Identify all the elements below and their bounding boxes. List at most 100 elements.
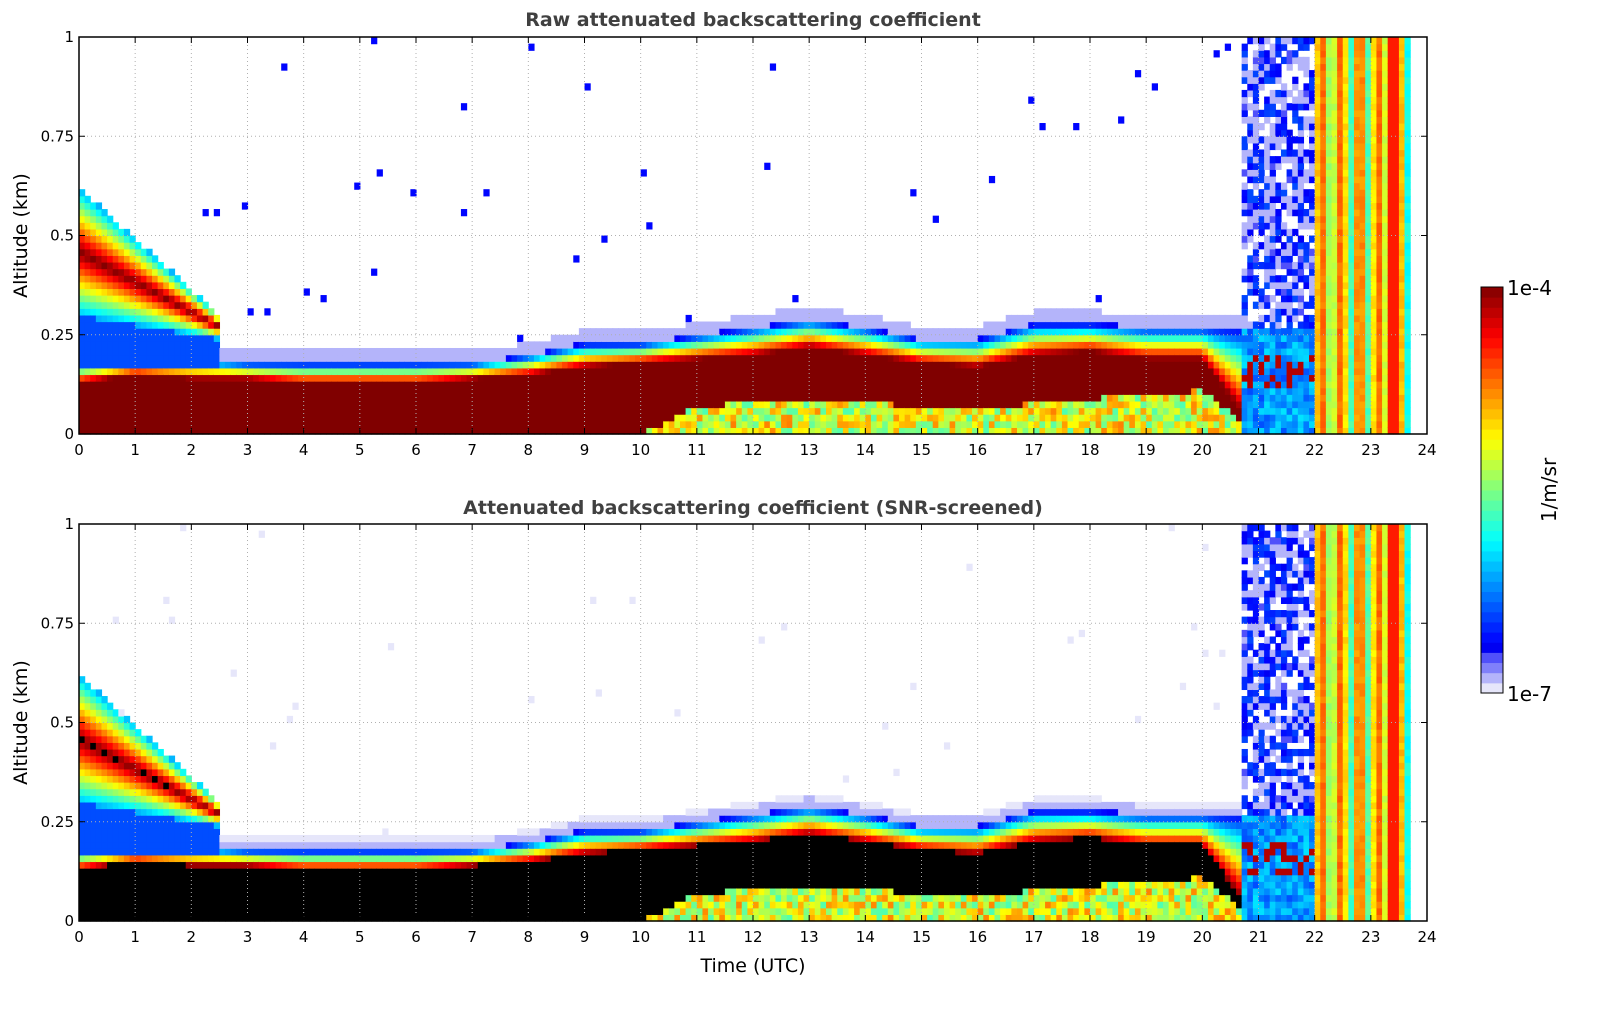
heatmap-cell	[797, 308, 805, 316]
heatmap-cell	[651, 374, 659, 382]
heatmap-cell	[95, 341, 103, 349]
heatmap-cell	[107, 255, 114, 263]
heatmap-cell	[1213, 420, 1220, 428]
heatmap-cell	[955, 400, 962, 409]
heatmap-cell	[1280, 334, 1288, 342]
heatmap-cell	[1073, 123, 1080, 131]
heatmap-cell	[696, 328, 704, 336]
heatmap-cell	[146, 347, 153, 356]
heatmap-cell	[826, 334, 833, 342]
heatmap-cell	[191, 308, 198, 316]
heatmap-cell	[1331, 70, 1338, 78]
heatmap-cell	[1118, 347, 1125, 356]
heatmap-cell	[421, 427, 428, 435]
heatmap-cell	[1016, 407, 1024, 415]
heatmap-cell	[90, 321, 97, 329]
heatmap-cell	[870, 420, 878, 428]
heatmap-cell	[1101, 381, 1108, 389]
heatmap-cell	[1202, 427, 1209, 435]
heatmap-cell	[820, 328, 827, 336]
heatmap-cell	[185, 334, 192, 342]
heatmap-cell	[410, 394, 417, 402]
heatmap-cell	[1185, 354, 1192, 362]
heatmap-cell	[1252, 215, 1260, 223]
heatmap-cell	[79, 189, 86, 197]
heatmap-cell	[1376, 275, 1383, 283]
heatmap-cell	[208, 314, 215, 323]
heatmap-cell	[786, 374, 793, 382]
heatmap-cell	[1370, 89, 1378, 98]
heatmap-cell	[1348, 56, 1355, 65]
heatmap-cell	[269, 354, 277, 362]
heatmap-cell	[1005, 420, 1012, 428]
heatmap-cell	[1163, 347, 1170, 356]
heatmap-cell	[719, 361, 726, 369]
heatmap-cell	[1084, 427, 1091, 435]
heatmap-cell	[1376, 374, 1383, 382]
heatmap-cell	[1163, 341, 1170, 349]
heatmap-cell	[1286, 427, 1293, 435]
heatmap-cell	[466, 427, 473, 435]
heatmap-cell	[477, 387, 484, 395]
heatmap-cell	[1331, 56, 1338, 65]
heatmap-cell	[1230, 387, 1237, 395]
heatmap-cell	[427, 367, 434, 376]
heatmap-cell	[786, 407, 793, 415]
heatmap-cell	[123, 394, 131, 402]
heatmap-cell	[910, 347, 917, 356]
heatmap-cell	[550, 414, 558, 422]
heatmap-cell	[1325, 209, 1333, 217]
heatmap-cell	[724, 387, 732, 395]
heatmap-cell	[1140, 407, 1147, 415]
heatmap-cell	[753, 354, 760, 362]
heatmap-cell	[1230, 341, 1237, 349]
heatmap-cell	[511, 361, 518, 369]
heatmap-cell	[1241, 182, 1248, 190]
heatmap-cell	[882, 341, 889, 349]
heatmap-cell	[1067, 400, 1074, 409]
heatmap-cell	[668, 328, 675, 336]
heatmap-cell	[371, 361, 378, 369]
heatmap-cell	[1376, 142, 1383, 151]
heatmap-cell	[101, 414, 108, 422]
heatmap-cell	[1359, 420, 1366, 428]
heatmap-cell	[595, 328, 602, 336]
heatmap-cell	[983, 374, 990, 382]
heatmap-cell	[618, 414, 625, 422]
heatmap-cell	[1146, 381, 1153, 389]
heatmap-cell	[562, 334, 569, 342]
heatmap-cell	[1219, 374, 1226, 382]
heatmap-cell	[1247, 123, 1254, 131]
heatmap-cell	[1123, 414, 1130, 422]
heatmap-cell	[842, 328, 850, 336]
heatmap-cell	[1213, 414, 1220, 422]
heatmap-cell	[1309, 301, 1316, 309]
heatmap-cell	[1252, 248, 1260, 256]
heatmap-cell	[562, 341, 569, 349]
heatmap-cell	[943, 367, 951, 376]
heatmap-cell	[899, 361, 906, 369]
heatmap-cell	[1331, 328, 1338, 336]
heatmap-cell	[1365, 136, 1372, 144]
heatmap-cell	[365, 400, 372, 409]
heatmap-cell	[646, 387, 653, 395]
heatmap-cell	[1247, 228, 1254, 237]
heatmap-cell	[584, 334, 591, 342]
heatmap-cell	[691, 328, 698, 336]
heatmap-cell	[1331, 116, 1338, 124]
heatmap-cell	[657, 367, 664, 376]
heatmap-cell	[1337, 420, 1344, 428]
heatmap-cell	[101, 268, 108, 276]
heatmap-cell	[253, 387, 260, 395]
heatmap-cell	[938, 427, 945, 435]
heatmap-cell	[1342, 295, 1349, 303]
heatmap-cell	[663, 414, 670, 422]
heatmap-cell	[1303, 56, 1310, 65]
heatmap-cell	[1320, 63, 1327, 71]
heatmap-cell	[247, 394, 254, 402]
heatmap-cell	[219, 381, 226, 389]
heatmap-cell	[685, 407, 692, 415]
heatmap-cell	[713, 341, 720, 349]
heatmap-cell	[95, 275, 103, 283]
heatmap-cell	[185, 367, 192, 376]
